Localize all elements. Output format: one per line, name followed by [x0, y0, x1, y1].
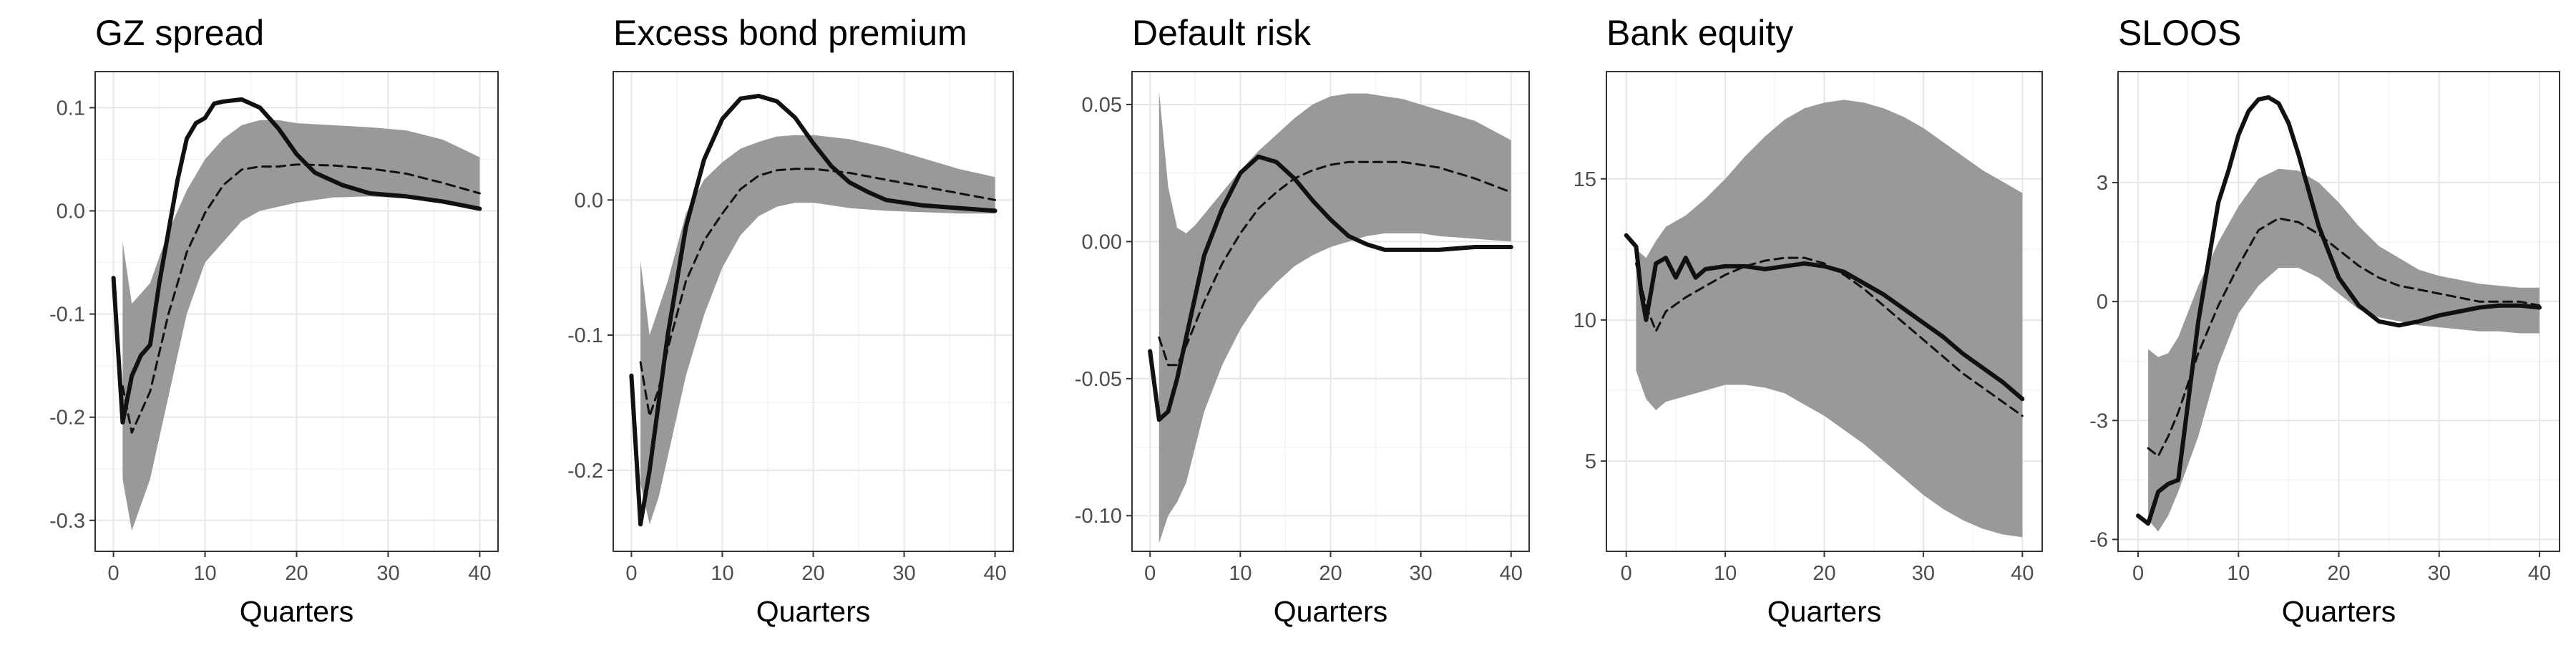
- x-tick-label: 0: [1621, 562, 1632, 585]
- x-tick-label: 30: [892, 562, 915, 585]
- x-tick-label: 40: [1500, 562, 1523, 585]
- y-tick-label: 0.0: [57, 200, 85, 223]
- y-tick-label: -6: [2089, 528, 2108, 551]
- y-tick-label: -0.2: [49, 407, 85, 430]
- y-tick-label: 0.00: [1082, 231, 1122, 253]
- panel-3: -0.10 -0.05 0.00 0.05 0 10 20 30 40 Default risk Q…: [1075, 13, 1530, 628]
- x-tick-label: 0: [2132, 562, 2144, 585]
- panel-title: Default risk: [1132, 13, 1312, 53]
- x-tick-label: 10: [711, 562, 733, 585]
- confidence-band: [1636, 100, 2023, 538]
- panel-2: -0.2 -0.1 0.0 0 10 20 30 40 Excess bond premium Q…: [567, 13, 1014, 628]
- y-tick-label: 10: [1574, 309, 1596, 332]
- y-tick-label: -3: [2089, 410, 2108, 432]
- y-tick-label: 0.05: [1082, 94, 1122, 117]
- y-tick-label: 0.1: [57, 97, 85, 120]
- y-tick-label: 0: [2097, 291, 2108, 314]
- y-tick-label: -0.1: [567, 324, 603, 347]
- y-tick-label: 3: [2097, 172, 2108, 195]
- panel-1: -0.3 -0.2 -0.1 0.0 0.1 0 10 20 30 40 GZ spread Quar…: [49, 13, 499, 628]
- x-tick-label: 40: [2528, 562, 2551, 585]
- confidence-band: [640, 135, 995, 525]
- x-tick-label: 40: [983, 562, 1006, 585]
- x-axis-label: Quarters: [1274, 595, 1388, 628]
- confidence-band: [2148, 168, 2540, 532]
- x-tick-label: 10: [1229, 562, 1252, 585]
- irf-dashed-line: [2147, 217, 2541, 458]
- x-tick-label: 10: [2227, 562, 2250, 585]
- irf-dashed-line: [639, 168, 997, 417]
- irf-dashed-line: [121, 163, 481, 434]
- x-tick-label: 20: [1319, 562, 1342, 585]
- x-tick-label: 30: [376, 562, 399, 585]
- x-axis-label: Quarters: [1767, 595, 1882, 628]
- panel-4: 5 10 15 0 10 20 30 40 Bank equity Quarters: [1574, 13, 2043, 628]
- y-tick-label: -0.05: [1075, 368, 1122, 391]
- x-tick-label: 30: [1410, 562, 1433, 585]
- y-tick-label: -0.10: [1075, 505, 1122, 528]
- x-tick-label: 0: [1144, 562, 1156, 585]
- confidence-band: [122, 120, 480, 531]
- y-tick-label: -0.2: [567, 460, 603, 483]
- x-tick-label: 10: [193, 562, 216, 585]
- x-tick-label: 0: [625, 562, 637, 585]
- x-tick-label: 30: [1912, 562, 1935, 585]
- x-tick-label: 0: [108, 562, 119, 585]
- irf-solid-line: [111, 97, 482, 425]
- irf-dashed-line: [1635, 256, 2024, 417]
- x-tick-label: 20: [801, 562, 824, 585]
- irf-solid-line: [1624, 233, 2025, 402]
- irf-solid-line: [2136, 95, 2542, 526]
- panel-title: Bank equity: [1606, 13, 1793, 53]
- confidence-band: [1158, 90, 1511, 543]
- y-tick-label: 0.0: [575, 189, 603, 212]
- irf-solid-line: [1148, 154, 1513, 422]
- x-axis-label: Quarters: [756, 595, 871, 628]
- x-tick-label: 30: [2428, 562, 2451, 585]
- y-tick-label: -0.3: [49, 510, 85, 533]
- x-tick-label: 10: [1714, 562, 1737, 585]
- x-tick-label: 40: [468, 562, 491, 585]
- y-tick-label: -0.1: [49, 304, 85, 327]
- x-tick-label: 20: [2327, 562, 2350, 585]
- x-axis-label: Quarters: [240, 595, 354, 628]
- irf-solid-line: [629, 94, 997, 527]
- y-tick-label: 15: [1574, 168, 1596, 191]
- panel-title: GZ spread: [95, 13, 264, 53]
- x-axis-label: Quarters: [2282, 595, 2396, 628]
- x-tick-label: 40: [2011, 562, 2034, 585]
- x-tick-label: 20: [285, 562, 308, 585]
- panel-title: Excess bond premium: [613, 13, 967, 53]
- panel-title: SLOOS: [2118, 13, 2241, 53]
- y-tick-label: 5: [1585, 450, 1596, 473]
- x-tick-label: 20: [1813, 562, 1835, 585]
